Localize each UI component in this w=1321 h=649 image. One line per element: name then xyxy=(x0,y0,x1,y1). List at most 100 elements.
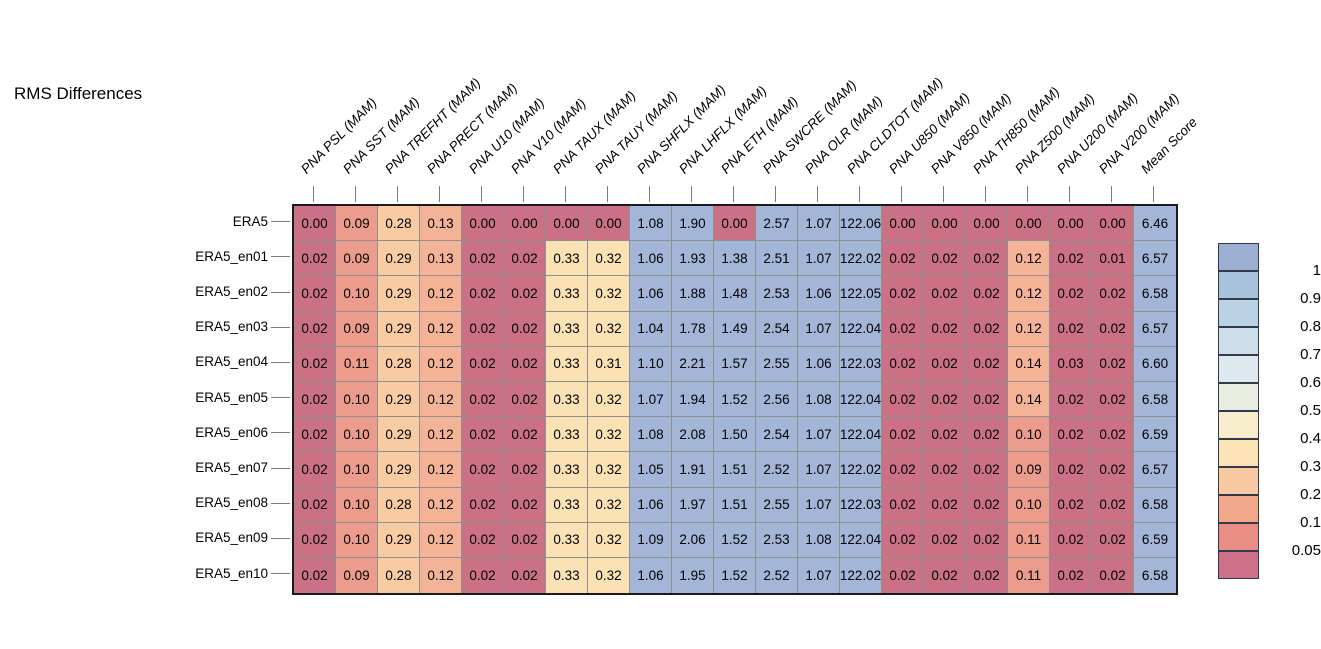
cell-value: 0.33 xyxy=(553,250,580,266)
heatmap-cell: 0.02 xyxy=(294,417,336,453)
heatmap-cell: 0.29 xyxy=(378,241,420,277)
heatmap-cell: 0.12 xyxy=(420,381,462,418)
heatmap-cell: 0.02 xyxy=(966,381,1008,418)
cell-value: 0.02 xyxy=(301,356,328,372)
heatmap-cell: 0.02 xyxy=(1050,311,1092,347)
heatmap-cell: 1.08 xyxy=(630,417,672,453)
cell-value: 2.06 xyxy=(679,532,706,548)
cell-value: 1.38 xyxy=(721,250,748,266)
heatmap-cell: 0.09 xyxy=(336,241,378,277)
row-label: ERA5_en07 xyxy=(195,460,268,475)
heatmap-cell: 0.02 xyxy=(462,276,504,312)
heatmap-cell: 2.57 xyxy=(756,206,798,242)
cell-value: 0.32 xyxy=(595,532,622,548)
cell-value: 2.56 xyxy=(763,391,790,407)
heatmap-cell: 0.02 xyxy=(1092,452,1134,488)
cell-value: 1.08 xyxy=(805,532,832,548)
cell-value: 0.11 xyxy=(1015,532,1042,548)
heatmap-cell: 1.08 xyxy=(798,522,840,558)
cell-value: 0.10 xyxy=(1015,497,1042,513)
heatmap-cell: 0.02 xyxy=(294,346,336,382)
cell-value: 0.10 xyxy=(343,285,370,301)
cell-value: 122.06 xyxy=(839,215,882,231)
cell-value: 1.06 xyxy=(637,250,664,266)
heatmap-cell: 0.32 xyxy=(588,276,630,312)
heatmap-cell: 6.58 xyxy=(1134,487,1176,523)
heatmap-cell: 1.93 xyxy=(672,241,714,277)
cell-value: 122.02 xyxy=(839,461,882,477)
heatmap-cell: 0.12 xyxy=(420,557,462,594)
heatmap-cell: 0.12 xyxy=(1008,311,1050,347)
legend-swatch xyxy=(1218,551,1259,579)
heatmap-cell: 6.58 xyxy=(1134,557,1176,594)
chart-title: RMS Differences xyxy=(14,84,143,103)
heatmap-cell: 0.33 xyxy=(546,381,588,418)
cell-value: 0.02 xyxy=(511,285,538,301)
column-tick xyxy=(396,186,398,202)
cell-value: 0.02 xyxy=(1057,426,1084,442)
heatmap-cell: 0.10 xyxy=(1008,417,1050,453)
column-tick xyxy=(312,186,314,202)
heatmap-cell: 0.00 xyxy=(588,206,630,242)
cell-value: 0.01 xyxy=(1099,250,1126,266)
cell-value: 0.02 xyxy=(1099,497,1126,513)
cell-value: 0.14 xyxy=(1015,356,1042,372)
cell-value: 0.02 xyxy=(469,497,496,513)
cell-value: 0.02 xyxy=(889,497,916,513)
cell-value: 0.12 xyxy=(427,497,454,513)
cell-value: 0.28 xyxy=(385,567,412,583)
heatmap-cell: 2.54 xyxy=(756,311,798,347)
heatmap-cell: 0.32 xyxy=(588,381,630,418)
cell-value: 0.33 xyxy=(553,426,580,442)
cell-value: 1.94 xyxy=(679,391,706,407)
cell-value: 0.00 xyxy=(889,215,916,231)
heatmap-cell: 0.02 xyxy=(462,522,504,558)
heatmap-cell: 1.06 xyxy=(798,276,840,312)
cell-value: 0.32 xyxy=(595,391,622,407)
heatmap-cell: 2.52 xyxy=(756,557,798,594)
heatmap-cell: 1.48 xyxy=(714,276,756,312)
legend-swatch xyxy=(1218,271,1259,299)
cell-value: 0.32 xyxy=(595,426,622,442)
heatmap-cell: 0.02 xyxy=(504,241,546,277)
cell-value: 1.97 xyxy=(679,497,706,513)
cell-value: 0.02 xyxy=(469,356,496,372)
heatmap-cell: 0.02 xyxy=(882,276,924,312)
cell-value: 122.04 xyxy=(839,532,882,548)
cell-value: 0.13 xyxy=(427,215,454,231)
cell-value: 6.59 xyxy=(1141,532,1169,548)
heatmap-cell: 6.57 xyxy=(1134,311,1176,347)
cell-value: 0.12 xyxy=(1015,250,1042,266)
heatmap-cell: 0.00 xyxy=(504,206,546,242)
heatmap-cell: 0.02 xyxy=(924,487,966,523)
cell-value: 0.10 xyxy=(343,391,370,407)
cell-value: 0.12 xyxy=(427,426,454,442)
cell-value: 0.00 xyxy=(973,215,1000,231)
heatmap-cell: 0.02 xyxy=(1092,381,1134,418)
heatmap-cell: 1.52 xyxy=(714,557,756,594)
cell-value: 0.02 xyxy=(469,426,496,442)
cell-value: 1.48 xyxy=(721,285,748,301)
heatmap-cell: 0.32 xyxy=(588,417,630,453)
heatmap-cell: 1.06 xyxy=(798,346,840,382)
cell-value: 2.54 xyxy=(763,426,790,442)
cell-value: 2.57 xyxy=(763,215,790,231)
heatmap-cell: 2.55 xyxy=(756,346,798,382)
heatmap-cell: 0.12 xyxy=(420,487,462,523)
cell-value: 1.06 xyxy=(637,285,664,301)
cell-value: 0.02 xyxy=(889,426,916,442)
heatmap-cell: 0.33 xyxy=(546,346,588,382)
heatmap-cell: 1.07 xyxy=(798,452,840,488)
heatmap-cell: 0.32 xyxy=(588,311,630,347)
cell-value: 2.53 xyxy=(763,532,790,548)
legend-label: 0.7 xyxy=(1300,346,1321,363)
cell-value: 1.10 xyxy=(637,356,664,372)
column-tick xyxy=(564,186,566,202)
cell-value: 1.06 xyxy=(637,567,664,583)
heatmap-cell: 0.02 xyxy=(504,276,546,312)
heatmap-cell: 0.02 xyxy=(966,311,1008,347)
heatmap-cell: 0.02 xyxy=(1092,522,1134,558)
heatmap-cell: 0.00 xyxy=(1008,206,1050,242)
legend-label: 0.4 xyxy=(1300,430,1321,447)
heatmap-cell: 0.02 xyxy=(924,241,966,277)
